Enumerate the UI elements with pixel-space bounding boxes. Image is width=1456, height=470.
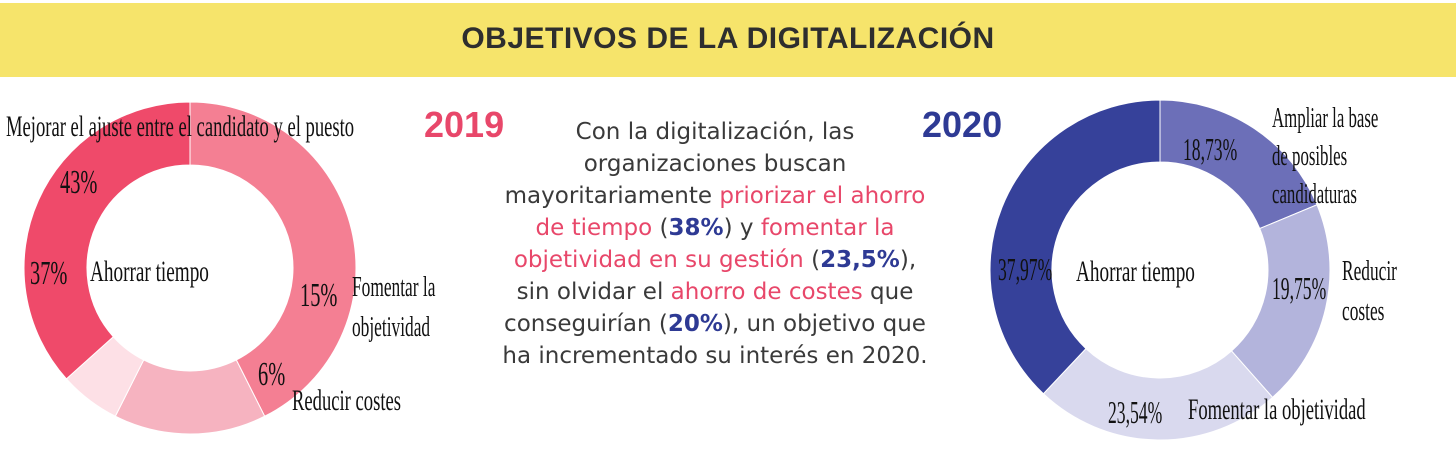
donut-2020-slice-3 bbox=[989, 99, 1161, 395]
value-2020-23-54: 23,54% bbox=[1108, 394, 1163, 430]
label-2019-fomentar-objetividad: Fomentar la objetividad bbox=[352, 272, 436, 343]
donut-2020 bbox=[989, 99, 1331, 441]
chart-2019-year-label: 2019 bbox=[424, 104, 505, 145]
value-2019-37: 37% bbox=[30, 255, 68, 292]
donut-2019 bbox=[23, 101, 357, 435]
summary-value-23-5: 23,5% bbox=[820, 247, 900, 273]
value-2019-15: 15% bbox=[300, 277, 338, 314]
summary-highlight-ahorro-costes: ahorro de costes bbox=[670, 279, 863, 305]
summary-part-1: Con la digitalización, las organizacione… bbox=[504, 119, 855, 209]
label-2020-ampliar-base: Ampliar la base de posibles candidaturas bbox=[1272, 103, 1379, 210]
summary-text: Con la digitalización, las organizacione… bbox=[502, 119, 928, 369]
label-2019-reducir-costes: Reducir costes bbox=[292, 384, 401, 417]
chart-2020-year-label: 2020 bbox=[922, 104, 1003, 145]
value-2019-43: 43% bbox=[60, 164, 98, 201]
summary-part-4: que conseguirían bbox=[504, 279, 914, 337]
summary-part-5: , un objetivo que ha incrementado su int… bbox=[502, 311, 928, 369]
label-2020-ahorrar-tiempo: Ahorrar tiempo bbox=[1076, 255, 1195, 288]
value-2020-37-97: 37,97% bbox=[998, 251, 1053, 287]
value-2020-19-75: 19,75% bbox=[1272, 270, 1327, 306]
label-2020-fomentar-objetividad: Fomentar la objetividad bbox=[1188, 393, 1366, 426]
donut-2019-slice-3 bbox=[23, 101, 191, 380]
summary-part-2: y bbox=[739, 215, 754, 241]
donut-2020-slice-2 bbox=[1042, 347, 1274, 441]
page-title: OBJETIVOS DE LA DIGITALIZACIÓN bbox=[461, 22, 995, 55]
label-2019-ahorrar-tiempo: Ahorrar tiempo bbox=[90, 255, 209, 288]
summary-highlight-objetividad: fomentar la objetividad en su gestión bbox=[513, 215, 895, 273]
summary-value-20: 20% bbox=[667, 311, 723, 337]
donut-2019-slice-0 bbox=[189, 101, 357, 417]
label-2020-reducir-costes: Reducir costes bbox=[1342, 256, 1397, 327]
summary-part-3: , sin olvidar el bbox=[516, 247, 917, 305]
title-banner bbox=[0, 3, 1456, 77]
summary-value-38: 38% bbox=[668, 215, 724, 241]
label-2019-mejorar-ajuste: Mejorar el ajuste entre el candidato y e… bbox=[6, 110, 355, 143]
summary-highlight-ahorro-tiempo: priorizar el ahorro de tiempo bbox=[535, 183, 926, 241]
value-2019-6: 6% bbox=[258, 356, 286, 393]
value-2020-18-73: 18,73% bbox=[1183, 131, 1238, 167]
